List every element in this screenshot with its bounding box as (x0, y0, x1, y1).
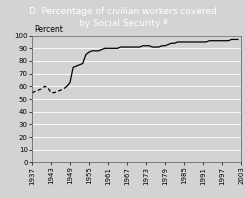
Text: D. Percentage of civilian workers covered
by Social Security ª: D. Percentage of civilian workers covere… (29, 7, 217, 28)
Text: Percent: Percent (34, 25, 63, 34)
